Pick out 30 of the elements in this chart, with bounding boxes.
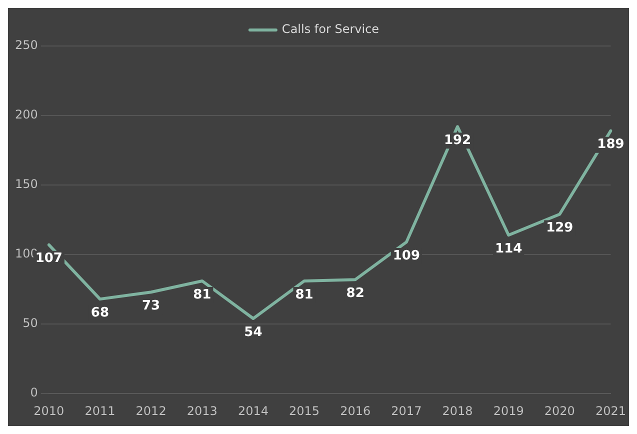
x-tick-label: 2015 xyxy=(289,404,320,418)
y-tick-label: 250 xyxy=(15,38,38,52)
data-label: 73 xyxy=(142,298,160,314)
x-tick-label: 2017 xyxy=(391,404,422,418)
x-tick-label: 2013 xyxy=(186,404,218,418)
data-label: 82 xyxy=(346,286,364,301)
y-tick-label: 150 xyxy=(15,177,38,192)
data-label: 114 xyxy=(495,241,522,256)
data-label: 68 xyxy=(90,305,110,320)
x-tick-label: 2012 xyxy=(136,404,166,418)
x-tick-label: 2020 xyxy=(544,404,575,418)
x-tick-label: 2011 xyxy=(84,404,116,418)
data-label: 54 xyxy=(244,324,262,340)
data-label: 109 xyxy=(392,248,420,264)
x-tick-label: 2018 xyxy=(442,404,473,418)
data-label: 189 xyxy=(597,137,624,152)
data-label: 107 xyxy=(35,251,62,266)
y-tick-label: 200 xyxy=(15,108,38,122)
x-tick-label: 2014 xyxy=(238,404,268,418)
x-tick-label: 2019 xyxy=(493,404,524,418)
y-tick-label: 0 xyxy=(30,386,38,400)
x-tick-label: 2016 xyxy=(340,404,371,418)
data-label: 81 xyxy=(295,287,314,302)
x-tick-label: 2010 xyxy=(34,404,64,418)
data-label: 129 xyxy=(546,220,574,236)
y-tick-label: 50 xyxy=(22,316,38,330)
data-label: 192 xyxy=(444,133,472,148)
legend-label: Calls for Service xyxy=(282,22,380,36)
data-label: 81 xyxy=(193,287,212,302)
x-tick-label: 2021 xyxy=(595,404,626,418)
